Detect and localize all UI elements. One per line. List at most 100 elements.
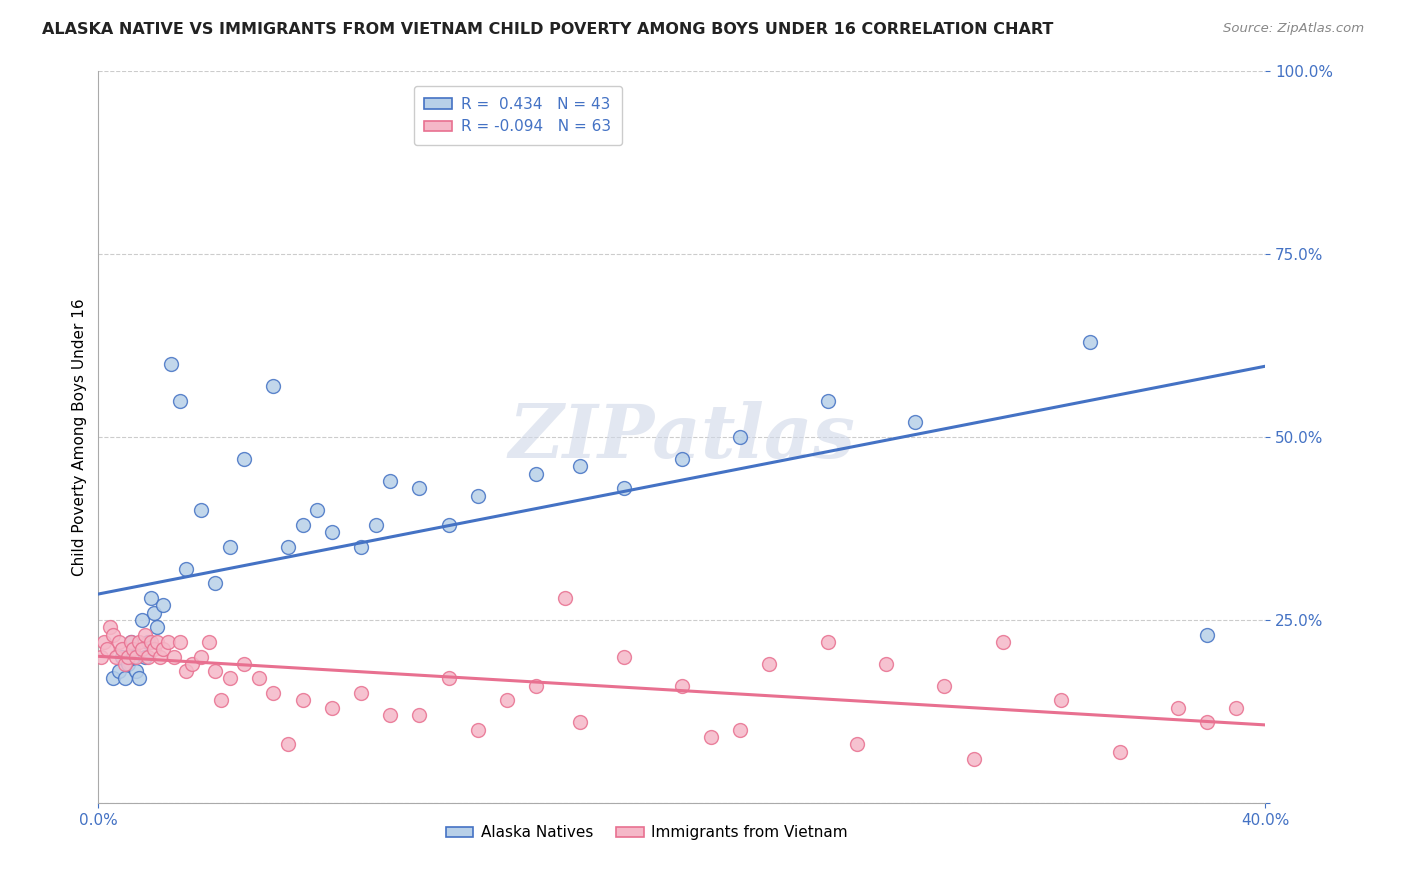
Point <box>321 700 343 714</box>
Point <box>128 672 150 686</box>
Point <box>117 657 139 671</box>
Point <box>125 649 148 664</box>
Point <box>96 642 118 657</box>
Point <box>125 664 148 678</box>
Point <box>90 649 112 664</box>
Point <box>671 452 693 467</box>
Point <box>111 649 134 664</box>
Point <box>380 474 402 488</box>
Point <box>1225 700 1247 714</box>
Point <box>117 649 139 664</box>
Point <box>120 635 142 649</box>
Point <box>1195 715 1218 730</box>
Text: ALASKA NATIVE VS IMMIGRANTS FROM VIETNAM CHILD POVERTY AMONG BOYS UNDER 16 CORRE: ALASKA NATIVE VS IMMIGRANTS FROM VIETNAM… <box>42 22 1053 37</box>
Point <box>934 679 956 693</box>
Point <box>467 489 489 503</box>
Point <box>758 657 780 671</box>
Point <box>101 672 124 686</box>
Point <box>350 686 373 700</box>
Point <box>1080 334 1102 349</box>
Point <box>204 576 226 591</box>
Point <box>904 416 927 430</box>
Point <box>190 649 212 664</box>
Point <box>817 635 839 649</box>
Point <box>307 503 329 517</box>
Point <box>198 635 221 649</box>
Point <box>111 642 134 657</box>
Point <box>190 503 212 517</box>
Point <box>233 452 256 467</box>
Point <box>169 635 191 649</box>
Point <box>671 679 693 693</box>
Point <box>380 708 402 723</box>
Legend: Alaska Natives, Immigrants from Vietnam: Alaska Natives, Immigrants from Vietnam <box>440 819 853 847</box>
Point <box>1108 745 1130 759</box>
Point <box>128 635 150 649</box>
Point <box>152 642 174 657</box>
Y-axis label: Child Poverty Among Boys Under 16: Child Poverty Among Boys Under 16 <box>72 298 87 576</box>
Point <box>408 481 430 495</box>
Point <box>730 430 752 444</box>
Point <box>350 540 373 554</box>
Point <box>408 708 430 723</box>
Point <box>142 642 165 657</box>
Point <box>134 649 156 664</box>
Point <box>1167 700 1189 714</box>
Point <box>149 649 172 664</box>
Point <box>817 393 839 408</box>
Point <box>730 723 752 737</box>
Point <box>122 642 145 657</box>
Point <box>204 664 226 678</box>
Point <box>108 635 131 649</box>
Point <box>218 540 240 554</box>
Point <box>160 357 183 371</box>
Point <box>174 664 197 678</box>
Point <box>108 664 131 678</box>
Point <box>247 672 270 686</box>
Point <box>437 517 460 532</box>
Point <box>846 737 869 751</box>
Point <box>209 693 232 707</box>
Point <box>700 730 723 744</box>
Point <box>134 627 156 641</box>
Point <box>1195 627 1218 641</box>
Point <box>277 540 299 554</box>
Point <box>1050 693 1073 707</box>
Point <box>277 737 299 751</box>
Point <box>139 591 162 605</box>
Point <box>157 635 180 649</box>
Point <box>131 642 153 657</box>
Point <box>120 635 142 649</box>
Point <box>568 715 591 730</box>
Point <box>612 649 634 664</box>
Point <box>218 672 240 686</box>
Point <box>262 686 284 700</box>
Point <box>524 679 547 693</box>
Point <box>496 693 519 707</box>
Point <box>131 613 153 627</box>
Point <box>98 620 121 634</box>
Point <box>262 379 284 393</box>
Point <box>114 672 136 686</box>
Point <box>180 657 202 671</box>
Point <box>146 620 169 634</box>
Point <box>163 649 186 664</box>
Point <box>114 657 136 671</box>
Point <box>568 459 591 474</box>
Point <box>142 606 165 620</box>
Point <box>174 562 197 576</box>
Text: ZIPatlas: ZIPatlas <box>509 401 855 474</box>
Point <box>291 517 314 532</box>
Point <box>136 649 159 664</box>
Point <box>139 635 162 649</box>
Point <box>146 635 169 649</box>
Point <box>612 481 634 495</box>
Point <box>991 635 1014 649</box>
Point <box>104 649 127 664</box>
Point <box>291 693 314 707</box>
Point <box>554 591 576 605</box>
Point <box>233 657 256 671</box>
Point <box>152 599 174 613</box>
Text: Source: ZipAtlas.com: Source: ZipAtlas.com <box>1223 22 1364 36</box>
Point <box>169 393 191 408</box>
